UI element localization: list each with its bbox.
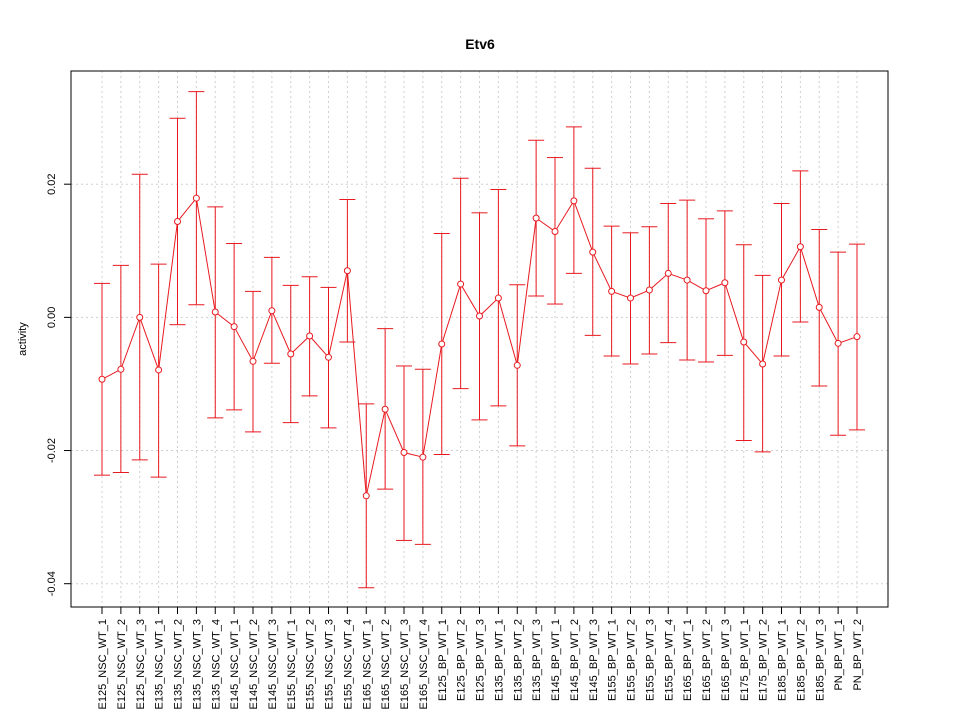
plot-frame — [70, 70, 889, 608]
x-tick-label: E135_NSC_WT_3 — [191, 619, 203, 710]
data-point — [136, 313, 144, 321]
x-tick-label: E155_BP_WT_2 — [626, 619, 638, 701]
x-tick-label: E125_NSC_WT_3 — [135, 619, 147, 710]
chart-title: Etv6 — [465, 36, 495, 52]
x-tick-label: E145_BP_WT_2 — [569, 619, 581, 701]
y-tick-label: -0.02 — [46, 438, 58, 463]
data-point — [853, 333, 861, 341]
data-point — [570, 197, 578, 205]
x-tick-label: E165_NSC_WT_4 — [418, 619, 430, 710]
data-point — [249, 357, 257, 365]
x-tick-label: PN_BP_WT_2 — [852, 619, 864, 691]
data-point — [834, 339, 842, 347]
x-tick-label: E185_BP_WT_2 — [795, 619, 807, 701]
data-point — [325, 353, 332, 361]
x-tick-label: E135_BP_WT_1 — [493, 619, 505, 701]
y-tick-label: 0.02 — [46, 173, 58, 194]
data-point — [211, 308, 219, 316]
data-point — [287, 350, 295, 358]
x-axis: E125_NSC_WT_1 E125_NSC_WT_2 E125_NSC_WT_3 E… — [97, 607, 864, 710]
x-tick-label: E145_NSC_WT_2 — [248, 619, 260, 710]
data-point — [627, 294, 634, 302]
x-tick-label: E185_BP_WT_1 — [777, 619, 789, 701]
data-point — [362, 492, 370, 500]
x-tick-label: E135_NSC_WT_1 — [154, 619, 166, 710]
data-point — [419, 453, 427, 461]
data-point — [230, 323, 238, 331]
data-point — [664, 269, 672, 277]
data-point — [155, 366, 163, 374]
data-point — [778, 276, 785, 284]
data-point — [815, 303, 823, 311]
x-tick-label: E145_BP_WT_3 — [588, 619, 600, 701]
x-tick-label: E155_BP_WT_3 — [644, 619, 656, 701]
x-tick-label: E155_BP_WT_4 — [663, 619, 675, 701]
data-point — [608, 287, 616, 295]
x-tick-label: E165_NSC_WT_3 — [399, 619, 411, 710]
x-tick-label: E125_BP_WT_3 — [475, 619, 487, 701]
data-point — [174, 217, 181, 225]
data-point — [457, 280, 465, 288]
y-axis: -0.04 -0.02 0.00 0.02 — [46, 173, 71, 596]
data-point — [513, 361, 521, 369]
data-point — [532, 214, 540, 222]
data-point — [796, 243, 804, 251]
x-tick-label: E125_BP_WT_2 — [456, 619, 468, 701]
x-tick-label: PN_BP_WT_1 — [833, 619, 845, 691]
x-tick-label: E155_NSC_WT_4 — [342, 619, 354, 710]
x-tick-label: E165_BP_WT_1 — [682, 619, 694, 701]
x-tick-label: E185_BP_WT_3 — [814, 619, 826, 701]
data-point — [381, 405, 389, 413]
x-tick-label: E125_NSC_WT_1 — [97, 619, 109, 710]
data-point — [117, 365, 125, 373]
data-point — [476, 312, 483, 320]
x-tick-label: E135_NSC_WT_4 — [210, 619, 222, 710]
x-tick-label: E125_BP_WT_1 — [437, 619, 449, 701]
data-point — [740, 338, 748, 346]
y-tick-label: 0.00 — [46, 307, 58, 328]
x-tick-label: E175_BP_WT_1 — [739, 619, 751, 701]
x-tick-label: E155_BP_WT_1 — [607, 619, 619, 701]
data-point — [589, 248, 597, 256]
x-tick-label: E155_NSC_WT_3 — [324, 619, 336, 710]
data-point — [721, 279, 729, 287]
x-tick-label: E145_BP_WT_1 — [550, 619, 562, 701]
x-tick-label: E155_NSC_WT_2 — [305, 619, 317, 710]
y-tick-label: -0.04 — [46, 571, 58, 596]
data-point — [645, 286, 653, 294]
x-tick-label: E125_NSC_WT_2 — [116, 619, 128, 710]
data-point — [494, 294, 502, 302]
x-tick-label: E135_BP_WT_3 — [531, 619, 543, 701]
x-tick-label: E165_NSC_WT_2 — [380, 619, 392, 710]
data-point — [551, 227, 559, 235]
data-point — [268, 307, 276, 315]
x-tick-label: E145_NSC_WT_1 — [229, 619, 241, 710]
data-points — [98, 194, 861, 500]
y-axis-label: activity — [17, 322, 29, 356]
x-tick-label: E155_NSC_WT_1 — [286, 619, 298, 710]
x-tick-label: E175_BP_WT_2 — [758, 619, 770, 701]
data-point — [343, 267, 351, 275]
x-tick-label: E135_NSC_WT_2 — [173, 619, 185, 710]
x-tick-label: E165_BP_WT_2 — [701, 619, 713, 701]
data-point — [702, 287, 710, 295]
data-point — [438, 340, 446, 348]
data-point — [98, 375, 106, 383]
x-tick-label: E145_NSC_WT_3 — [267, 619, 279, 710]
x-tick-label: E135_BP_WT_2 — [512, 619, 524, 701]
data-point — [683, 276, 691, 284]
x-tick-label: E165_BP_WT_3 — [720, 619, 732, 701]
data-point — [400, 449, 408, 457]
x-tick-label: E165_NSC_WT_1 — [361, 619, 373, 710]
data-point — [306, 332, 314, 340]
data-point — [192, 194, 200, 202]
data-point — [759, 360, 767, 368]
